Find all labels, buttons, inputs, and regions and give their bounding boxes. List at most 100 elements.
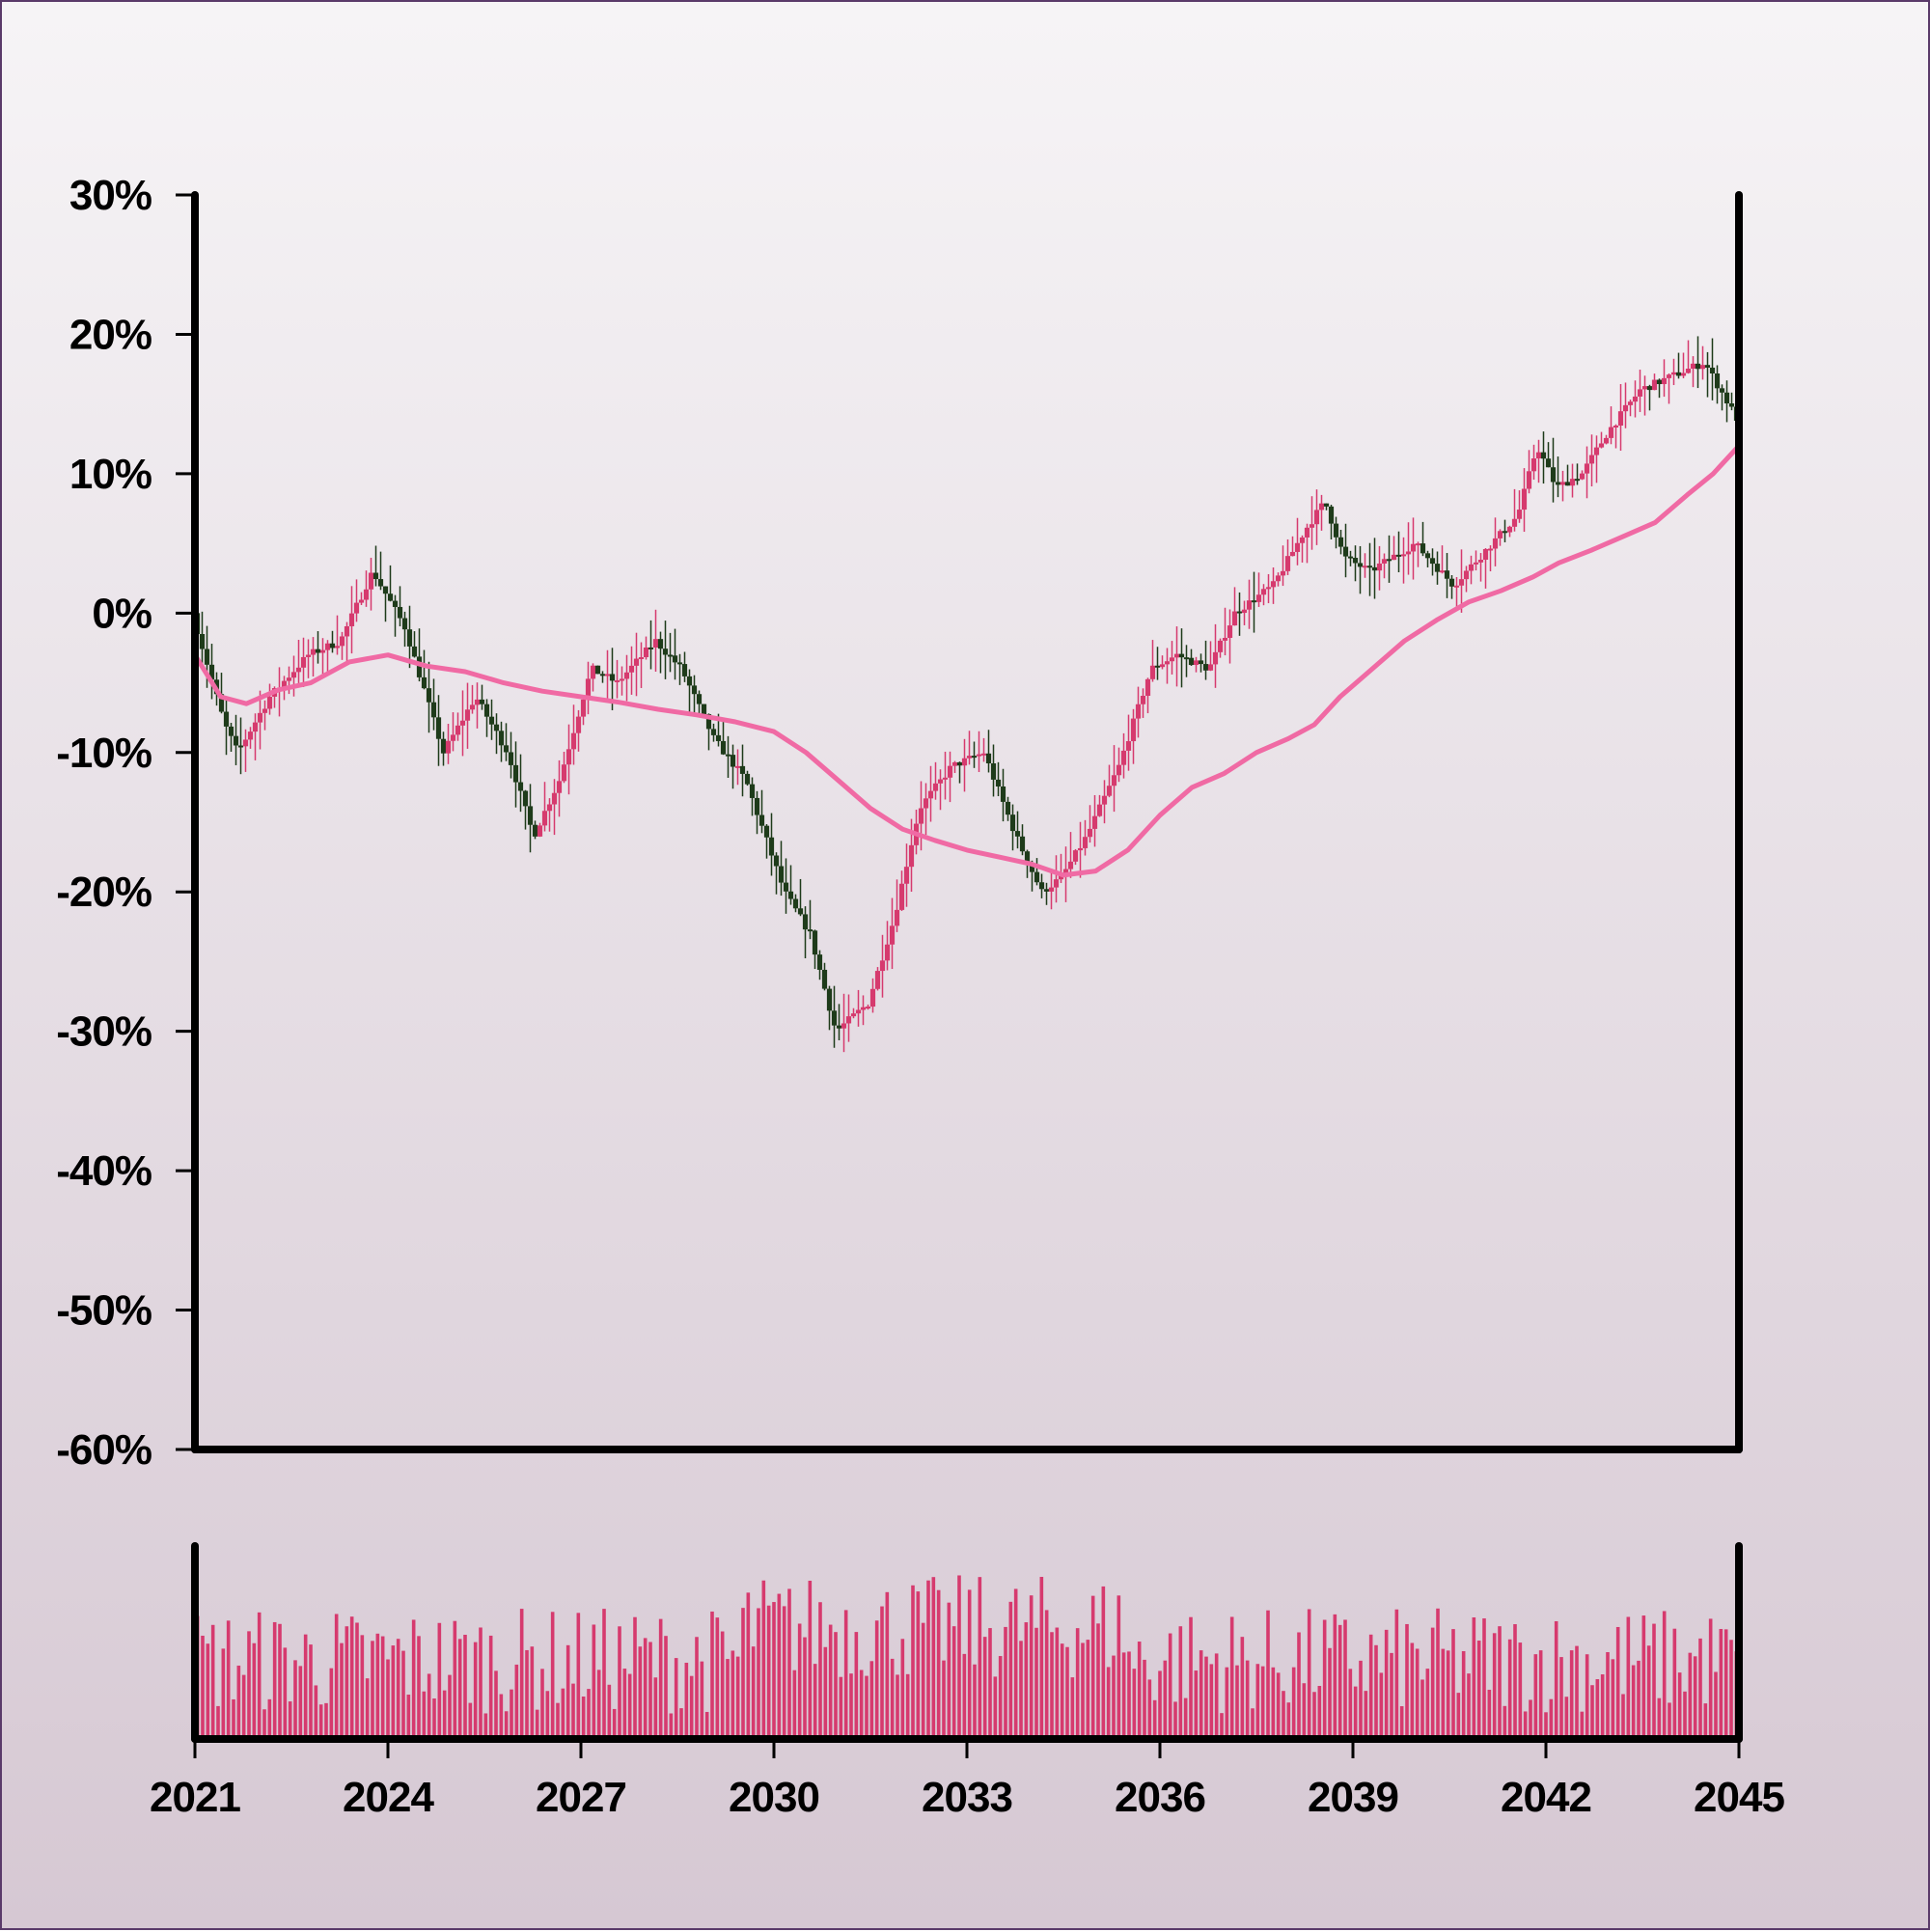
candle-body <box>257 712 263 723</box>
volume-bar <box>1302 1683 1307 1739</box>
candle-body <box>1342 546 1349 557</box>
candle-body <box>662 649 669 655</box>
volume-bar <box>1549 1698 1554 1739</box>
candle-body <box>1362 566 1368 568</box>
candle-body <box>1680 373 1687 376</box>
volume-bar <box>221 1648 226 1739</box>
volume-bar <box>710 1611 714 1739</box>
volume-bar <box>519 1609 524 1739</box>
candle-body <box>1140 696 1146 704</box>
volume-bar <box>746 1592 751 1739</box>
volume-bar <box>1225 1667 1229 1739</box>
candle-body <box>397 606 403 619</box>
candle-body <box>744 773 751 785</box>
volume-bar <box>1004 1626 1007 1739</box>
volume-bar <box>1204 1656 1208 1739</box>
x-tick-label: 2045 <box>1694 1774 1784 1821</box>
volume-bar <box>1096 1623 1100 1739</box>
volume-bar <box>921 1622 925 1739</box>
candle-body <box>1236 611 1243 614</box>
candle-body <box>1656 379 1663 385</box>
volume-bar <box>627 1673 632 1739</box>
volume-bar <box>1405 1623 1409 1739</box>
volume-bar <box>1626 1616 1631 1739</box>
candle-body <box>681 664 688 676</box>
volume-bar <box>216 1705 220 1739</box>
candle-body <box>903 867 910 884</box>
volume-bar <box>905 1673 910 1739</box>
volume-bar <box>1518 1642 1523 1739</box>
volume-bar <box>1117 1595 1121 1739</box>
volume-bar <box>1271 1667 1276 1739</box>
volume-bar <box>818 1602 822 1739</box>
candle-body <box>1222 637 1228 641</box>
x-tick-label: 2030 <box>729 1774 819 1821</box>
volume-bar <box>648 1642 652 1739</box>
volume-bar <box>869 1661 874 1739</box>
candle-body <box>1207 664 1214 671</box>
candle-body <box>966 756 973 759</box>
volume-bar <box>633 1616 637 1739</box>
volume-bar <box>371 1641 374 1739</box>
candle-body <box>565 749 572 765</box>
volume-bar <box>272 1621 277 1739</box>
candle-body <box>348 613 355 626</box>
volume-bar <box>803 1637 807 1739</box>
candle-body <box>266 696 273 709</box>
volume-bar <box>463 1635 467 1739</box>
candle-body <box>894 909 900 926</box>
candle-body <box>812 930 818 955</box>
candle-body <box>947 765 953 778</box>
volume-bar <box>638 1646 643 1739</box>
volume-bar <box>1189 1616 1193 1739</box>
volume-bar <box>262 1709 266 1739</box>
volume-bar <box>1024 1622 1029 1739</box>
volume-bar <box>828 1624 833 1739</box>
volume-bar <box>1132 1669 1137 1739</box>
candle-body <box>1058 874 1064 880</box>
candle-body <box>1149 665 1156 679</box>
candle-body <box>440 738 447 754</box>
candle-body <box>512 764 519 783</box>
volume-bar <box>1595 1679 1600 1739</box>
volume-bar <box>1364 1691 1368 1739</box>
volume-bar <box>1668 1702 1671 1739</box>
volume-bar <box>1158 1670 1162 1739</box>
candle-body <box>643 647 649 658</box>
volume-bar <box>1621 1694 1625 1739</box>
candle-body <box>980 753 987 756</box>
candle-body <box>1178 653 1185 658</box>
candle-body <box>850 1013 857 1017</box>
candle-body <box>1588 455 1595 464</box>
moving-average-line <box>192 444 1741 878</box>
x-tick-label: 2042 <box>1501 1774 1591 1821</box>
volume-bar <box>1065 1646 1069 1739</box>
volume-bar <box>422 1691 427 1739</box>
candle-body <box>985 753 992 764</box>
volume-bar <box>468 1702 473 1739</box>
volume-bar <box>201 1635 205 1739</box>
candle-body <box>1005 801 1011 815</box>
volume-bar <box>1055 1627 1060 1739</box>
volume-bar <box>911 1585 915 1739</box>
volume-bar <box>241 1674 246 1739</box>
volume-bar <box>1353 1686 1358 1739</box>
candle-body <box>1550 467 1557 483</box>
volume-bar <box>720 1631 725 1739</box>
candle-body <box>898 883 905 910</box>
candle-body <box>1144 678 1151 697</box>
candle-body <box>527 806 534 825</box>
candle-body <box>1048 887 1055 892</box>
candle-body <box>1255 594 1262 602</box>
volume-bar <box>427 1673 431 1739</box>
candle-body <box>1415 543 1421 546</box>
volume-bar <box>1513 1624 1517 1739</box>
volume-bar <box>1482 1618 1486 1739</box>
volume-bar <box>1451 1629 1455 1739</box>
volume-bar <box>1183 1697 1188 1739</box>
volume-bar <box>761 1580 766 1739</box>
candle-body <box>247 731 254 740</box>
volume-bar <box>1214 1653 1219 1739</box>
volume-bar <box>658 1618 663 1739</box>
